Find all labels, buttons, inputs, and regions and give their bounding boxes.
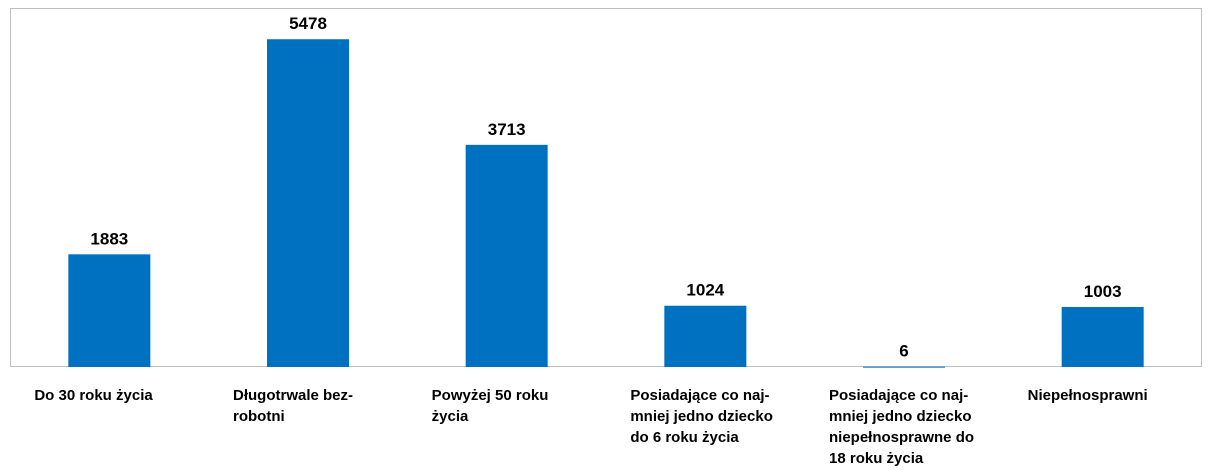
x-tick-label: Powyżej 50 roku [432,387,549,404]
x-tick-label: mniej jedno dziecko [829,408,972,425]
x-tick-label: Do 30 roku życia [34,387,153,404]
x-tick-label: do 6 roku życia [630,429,739,446]
bar [267,39,349,367]
x-tick-label: niepełnosprawne do [829,429,974,446]
x-tick-label: mniej jedno dziecko [630,408,773,425]
x-tick-label: robotni [233,408,285,425]
x-tick-label: życia [432,408,469,425]
x-tick-label: Niepełnosprawni [1028,387,1148,404]
bar [664,305,747,367]
bar [465,144,548,367]
bar [1061,306,1144,367]
value-label: 1003 [1084,282,1122,301]
x-tick-label: Posiadające co naj- [630,387,769,404]
bar [68,254,151,367]
x-tick-label: 18 roku życia [829,450,924,467]
x-tick-label: Długotrwale bez- [233,387,353,404]
value-label: 1024 [686,281,724,300]
value-label: 1883 [90,229,128,248]
plot-frame [10,8,1202,367]
value-label: 5478 [289,14,327,33]
value-label: 3713 [488,120,526,139]
bar [863,366,945,368]
value-label: 6 [899,342,908,361]
x-tick-label: Posiadające co naj- [829,387,968,404]
